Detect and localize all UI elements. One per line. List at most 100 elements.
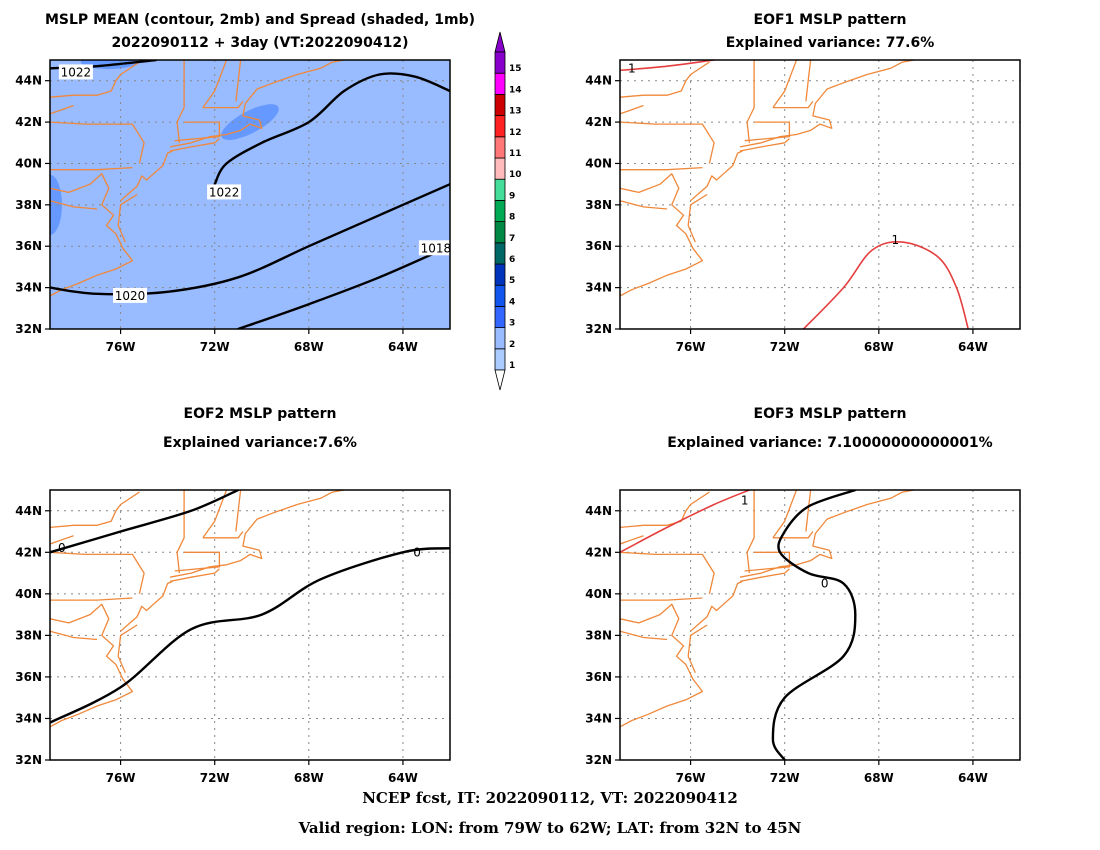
y-tick-label: 40N xyxy=(15,156,42,170)
colorbar-segment xyxy=(494,72,506,95)
panel-eof2: EOF2 MSLP pattern Explained variance:7.6… xyxy=(15,406,451,785)
coastline xyxy=(169,491,333,578)
contour-label: 0 xyxy=(413,545,421,559)
y-tick-label: 42N xyxy=(585,115,612,129)
x-tick-label: 68W xyxy=(294,340,324,354)
coastline xyxy=(739,61,903,148)
x-tick-label: 72W xyxy=(770,340,800,354)
x-tick-label: 76W xyxy=(676,340,706,354)
coastline xyxy=(805,490,812,532)
coastline xyxy=(772,531,814,539)
colorbar-label: 15 xyxy=(509,64,522,74)
contour-label-bg xyxy=(58,64,93,80)
coastline xyxy=(50,491,140,529)
coastline xyxy=(50,121,145,164)
panel-0-title: MSLP MEAN (contour, 2mb) and Spread (sha… xyxy=(45,12,475,28)
panel-1-map: 11 xyxy=(620,60,1020,329)
colorbar-label: 1 xyxy=(509,361,515,371)
panel-3-subtitle: Explained variance: 7.10000000000001% xyxy=(667,435,992,451)
coastline xyxy=(620,551,715,594)
coastline xyxy=(235,60,242,102)
colorbar-label: 5 xyxy=(509,276,515,286)
x-tick-label: 68W xyxy=(864,340,894,354)
y-tick-label: 40N xyxy=(585,156,612,170)
coastline xyxy=(169,138,220,152)
coastline xyxy=(746,60,755,143)
panel-frame xyxy=(619,59,1021,330)
y-tick-label: 36N xyxy=(15,670,42,684)
colorbar-label: 13 xyxy=(509,107,522,117)
x-tick-label: 64W xyxy=(388,771,418,785)
panel-frame xyxy=(49,489,451,761)
panel-3-map: 10 xyxy=(620,490,1020,760)
y-tick-label: 34N xyxy=(15,711,42,725)
coastline xyxy=(117,193,138,243)
contour-label: 0 xyxy=(821,576,829,590)
contour-line-1018 xyxy=(237,245,450,329)
coastline xyxy=(50,535,74,545)
x-tick-label: 76W xyxy=(106,771,136,785)
coastline xyxy=(176,60,185,143)
coastline xyxy=(117,624,138,674)
y-tick-label: 36N xyxy=(15,239,42,253)
colorbar-label: 2 xyxy=(509,340,515,350)
x-tick-label: 72W xyxy=(770,771,800,785)
colorbar-segment xyxy=(494,263,506,286)
colorbar-segment xyxy=(494,284,506,307)
y-tick-label: 38N xyxy=(15,198,42,212)
contour-label: 1022 xyxy=(209,185,240,199)
coastline xyxy=(202,531,244,539)
coastline xyxy=(176,490,185,574)
contour-line-0 xyxy=(50,547,450,724)
coastline xyxy=(620,166,703,171)
coastline xyxy=(50,104,74,115)
panel-2-subtitle: Explained variance:7.6% xyxy=(163,435,357,451)
footer-region-line: Valid region: LON: from 79W to 62W; LAT:… xyxy=(298,819,802,837)
y-tick-label: 34N xyxy=(585,711,612,725)
x-tick-label: 64W xyxy=(958,340,988,354)
y-tick-label: 32N xyxy=(585,753,612,767)
panel-3-title: EOF3 MSLP pattern xyxy=(754,406,907,422)
colorbar-segment xyxy=(494,221,506,244)
coastline xyxy=(739,568,790,583)
x-tick-label: 72W xyxy=(200,771,230,785)
coastline xyxy=(169,568,220,583)
panel-2-title: EOF2 MSLP pattern xyxy=(184,406,337,422)
coastline xyxy=(120,580,173,632)
y-tick-label: 40N xyxy=(15,587,42,601)
x-tick-label: 76W xyxy=(106,340,136,354)
coastline xyxy=(50,597,133,601)
colorbar-top-arrow xyxy=(494,31,506,53)
coastline xyxy=(620,597,703,601)
colorbar-segment xyxy=(494,305,506,328)
coastline xyxy=(50,200,98,210)
coastline xyxy=(235,490,242,532)
contour-line-1020 xyxy=(50,183,450,296)
colorbar-segment xyxy=(494,51,506,74)
colorbar-segment xyxy=(494,136,506,159)
colorbar-segment xyxy=(494,94,506,117)
coastline xyxy=(620,121,715,164)
coastline xyxy=(620,603,704,728)
coastline xyxy=(772,490,798,539)
y-tick-label: 44N xyxy=(585,74,612,88)
y-tick-label: 38N xyxy=(585,628,612,642)
spread-shading xyxy=(50,60,450,329)
x-tick-label: 68W xyxy=(864,771,894,785)
coastline xyxy=(772,60,798,108)
coastline xyxy=(744,551,791,572)
coastline xyxy=(174,551,221,572)
coastline xyxy=(50,173,134,297)
contour-label: 1018 xyxy=(421,241,452,255)
colorbar-bottom-arrow xyxy=(494,369,506,391)
coastline xyxy=(620,104,644,115)
coastline xyxy=(620,630,668,641)
y-tick-label: 44N xyxy=(15,74,42,88)
coastline xyxy=(202,60,228,108)
contour-line-0 xyxy=(771,490,857,760)
coastline xyxy=(50,551,145,594)
y-tick-label: 40N xyxy=(585,587,612,601)
